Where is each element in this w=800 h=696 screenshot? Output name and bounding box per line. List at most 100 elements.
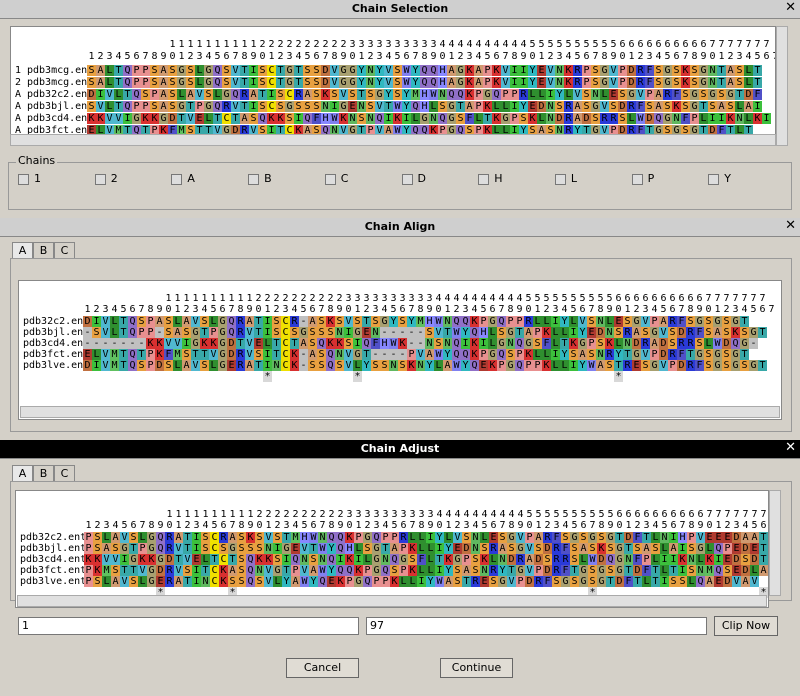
residue: G bbox=[713, 316, 722, 327]
scrollbar[interactable] bbox=[769, 490, 781, 596]
residue: G bbox=[501, 113, 510, 124]
checkbox-label: H bbox=[494, 172, 503, 185]
residue bbox=[150, 39, 159, 50]
residue: N bbox=[416, 360, 425, 371]
checkbox[interactable] bbox=[94, 174, 106, 185]
residue: T bbox=[362, 349, 371, 360]
residue: Q bbox=[326, 360, 335, 371]
checkbox[interactable] bbox=[401, 174, 413, 185]
residue: 4 bbox=[493, 39, 500, 50]
residue: 2 bbox=[544, 520, 551, 531]
residue: 8 bbox=[511, 51, 518, 62]
close-icon[interactable]: ✕ bbox=[785, 0, 796, 15]
tab[interactable]: C bbox=[54, 242, 75, 258]
close-icon[interactable]: ✕ bbox=[785, 440, 796, 455]
residue: F bbox=[164, 349, 173, 360]
residue: R bbox=[222, 101, 231, 112]
residue: S bbox=[641, 360, 650, 371]
tab[interactable]: A bbox=[12, 465, 33, 481]
residue: A bbox=[186, 89, 195, 100]
residue: S bbox=[534, 543, 543, 554]
tab[interactable]: B bbox=[33, 242, 54, 258]
checkbox[interactable] bbox=[171, 174, 183, 185]
residue: I bbox=[417, 576, 426, 587]
residue: L bbox=[105, 101, 114, 112]
residue: G bbox=[299, 327, 308, 338]
residue: 8 bbox=[691, 51, 698, 62]
residue: S bbox=[186, 65, 195, 76]
residue: S bbox=[141, 89, 150, 100]
residue: V bbox=[636, 89, 645, 100]
start-input[interactable]: 1 bbox=[18, 617, 359, 635]
residue: R bbox=[600, 113, 609, 124]
residue: A bbox=[659, 316, 668, 327]
residue: 4 bbox=[490, 509, 497, 520]
residue: Q bbox=[336, 543, 345, 554]
residue: W bbox=[713, 338, 722, 349]
residue: T bbox=[186, 101, 195, 112]
scrollbar[interactable] bbox=[776, 26, 788, 146]
residue: P bbox=[366, 125, 375, 136]
residue: D bbox=[708, 125, 717, 136]
residue: I bbox=[354, 554, 363, 565]
residue: A bbox=[534, 532, 543, 543]
residue: S bbox=[87, 77, 96, 88]
residue: A bbox=[744, 101, 753, 112]
residue bbox=[380, 371, 389, 382]
residue: E bbox=[453, 543, 462, 554]
checkbox[interactable] bbox=[708, 174, 720, 185]
end-input[interactable]: 97 bbox=[366, 617, 707, 635]
scrollbar[interactable] bbox=[17, 595, 767, 607]
checkbox[interactable] bbox=[248, 174, 260, 185]
tab[interactable]: C bbox=[54, 465, 75, 481]
residue: 2 bbox=[256, 509, 263, 520]
residue: S bbox=[591, 65, 600, 76]
residue: D bbox=[741, 565, 750, 576]
residue: 5 bbox=[121, 520, 128, 531]
residue: Q bbox=[420, 125, 429, 136]
residue: G bbox=[348, 65, 357, 76]
scrollbar[interactable] bbox=[20, 406, 780, 418]
checkbox[interactable] bbox=[324, 174, 336, 185]
residue: D bbox=[645, 113, 654, 124]
residue: 6 bbox=[673, 39, 680, 50]
residue: R bbox=[165, 565, 174, 576]
checkbox[interactable] bbox=[478, 174, 490, 185]
residue: N bbox=[660, 532, 669, 543]
residue: S bbox=[686, 316, 695, 327]
scrollbar[interactable] bbox=[10, 134, 776, 146]
tab[interactable]: B bbox=[33, 465, 54, 481]
residue: 2 bbox=[300, 293, 307, 304]
residue: 4 bbox=[480, 293, 487, 304]
residue: R bbox=[552, 543, 561, 554]
tab[interactable]: A bbox=[12, 242, 33, 258]
residue: S bbox=[363, 543, 372, 554]
residue: L bbox=[551, 327, 560, 338]
residue: Y bbox=[435, 532, 444, 543]
residue: 4 bbox=[655, 51, 662, 62]
residue: W bbox=[393, 101, 402, 112]
residue: 3 bbox=[390, 293, 397, 304]
residue: 4 bbox=[292, 520, 299, 531]
checkbox[interactable] bbox=[18, 174, 29, 185]
residue: S bbox=[722, 349, 731, 360]
checkbox[interactable] bbox=[554, 174, 566, 185]
residue: 5 bbox=[583, 39, 590, 50]
cancel-button[interactable]: Cancel bbox=[286, 658, 359, 678]
checkbox[interactable] bbox=[631, 174, 643, 185]
residue: D bbox=[618, 125, 627, 136]
residue: E bbox=[195, 113, 204, 124]
residue: V bbox=[101, 316, 110, 327]
continue-button[interactable]: Continue bbox=[440, 658, 513, 678]
residue: P bbox=[84, 576, 93, 587]
residue bbox=[96, 39, 105, 50]
residue: G bbox=[579, 565, 588, 576]
residue: I bbox=[182, 338, 191, 349]
clip-button[interactable]: Clip Now bbox=[714, 616, 778, 636]
residue: 0 bbox=[255, 304, 262, 315]
residue: C bbox=[210, 565, 219, 576]
close-icon[interactable]: ✕ bbox=[785, 218, 796, 233]
residue: S bbox=[393, 89, 402, 100]
